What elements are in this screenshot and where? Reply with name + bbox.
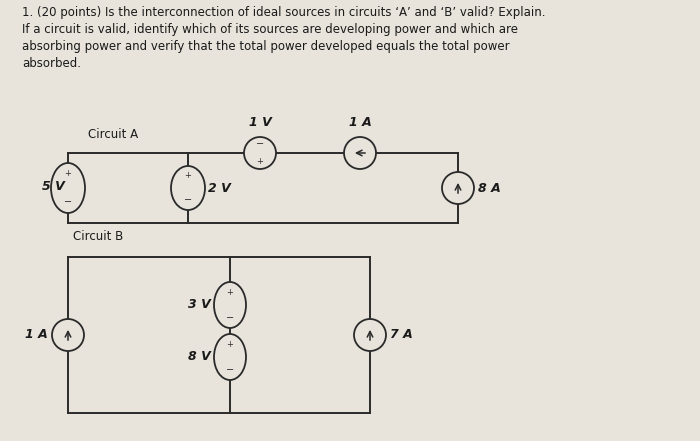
Ellipse shape: [214, 334, 246, 380]
Text: 3 V: 3 V: [188, 299, 211, 311]
Ellipse shape: [52, 319, 84, 351]
Text: +: +: [64, 169, 71, 179]
Text: Circuit A: Circuit A: [88, 128, 138, 141]
Text: 8 V: 8 V: [188, 351, 211, 363]
Text: +: +: [185, 171, 191, 180]
Ellipse shape: [354, 319, 386, 351]
Text: +: +: [257, 157, 263, 166]
Text: 1. (20 points) Is the interconnection of ideal sources in circuits ‘A’ and ‘B’ v: 1. (20 points) Is the interconnection of…: [22, 6, 545, 70]
Text: 8 A: 8 A: [478, 182, 500, 194]
Text: −: −: [256, 139, 264, 149]
Ellipse shape: [214, 282, 246, 328]
Text: −: −: [226, 365, 234, 375]
Text: −: −: [184, 195, 192, 206]
Text: −: −: [64, 197, 72, 207]
Text: Circuit B: Circuit B: [73, 230, 123, 243]
Ellipse shape: [344, 137, 376, 169]
Text: +: +: [227, 340, 233, 349]
Text: 1 A: 1 A: [349, 116, 372, 129]
Ellipse shape: [442, 172, 474, 204]
Text: 1 A: 1 A: [25, 329, 48, 341]
Ellipse shape: [244, 137, 276, 169]
Text: 2 V: 2 V: [208, 182, 231, 194]
Ellipse shape: [171, 166, 205, 210]
Ellipse shape: [51, 163, 85, 213]
Text: −: −: [226, 313, 234, 323]
Text: 7 A: 7 A: [390, 329, 413, 341]
Text: +: +: [227, 288, 233, 297]
Text: 5 V: 5 V: [42, 179, 65, 193]
Text: 1 V: 1 V: [248, 116, 272, 129]
